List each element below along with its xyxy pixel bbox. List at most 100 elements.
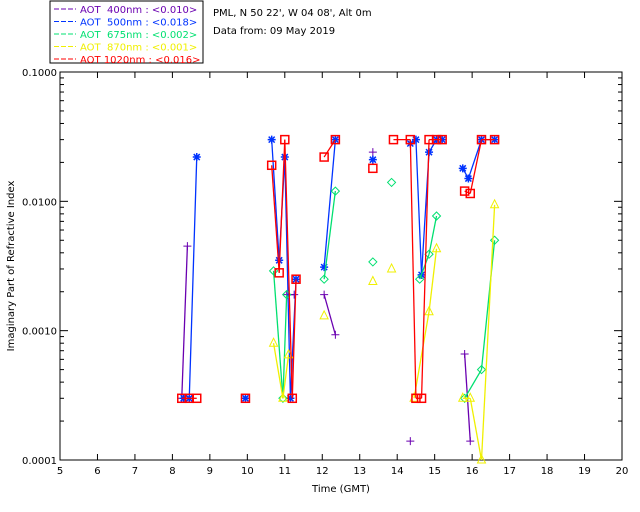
x-tick-label: 19 — [578, 466, 591, 477]
legend-entry: AOT 400nm : <0.010> — [80, 5, 197, 16]
square-marker — [291, 274, 301, 284]
series-line-segment — [278, 139, 286, 273]
star-marker — [267, 135, 276, 144]
series-line-segment — [419, 253, 430, 280]
x-tick-label: 17 — [503, 466, 516, 477]
x-tick-label: 18 — [541, 466, 554, 477]
square-marker — [240, 393, 251, 404]
legend-entry: AOT 675nm : <0.002> — [80, 30, 197, 41]
square-marker — [411, 393, 421, 404]
series-line-segment — [323, 139, 337, 268]
square-marker — [465, 188, 476, 199]
plus-marker — [368, 148, 377, 157]
site-label: PML, N 50 22', W 04 08', Alt 0m — [213, 8, 372, 19]
diamond-marker — [368, 257, 378, 267]
series-line-segment — [323, 191, 337, 280]
x-tick-label: 10 — [241, 466, 254, 477]
square-marker — [319, 152, 329, 162]
series-line-segment — [272, 270, 284, 399]
star-marker — [368, 155, 377, 164]
x-tick-label: 12 — [316, 466, 329, 477]
square-marker — [459, 186, 470, 196]
square-marker — [437, 134, 447, 145]
series-line-segment — [291, 279, 297, 399]
triangle-marker — [476, 453, 487, 464]
plus-marker — [331, 330, 340, 339]
square-marker — [368, 163, 378, 174]
series-line-segment — [282, 294, 288, 399]
series-line-segment — [464, 190, 471, 195]
y-tick-label: 0.0010 — [22, 327, 57, 338]
diamond-marker — [489, 235, 500, 245]
series-1 — [179, 135, 499, 403]
x-axis-label: Time (GMT) — [311, 484, 370, 495]
legend: AOT 400nm : <0.010>AOT 500nm : <0.018>AO… — [54, 5, 200, 66]
series-line-segment — [271, 139, 280, 261]
plus-marker — [183, 242, 192, 251]
series-line-segment — [323, 294, 337, 335]
marks — [177, 134, 500, 464]
square-marker — [280, 134, 290, 145]
square-marker — [287, 393, 298, 404]
square-marker — [274, 268, 284, 278]
series-line-segment — [181, 246, 189, 399]
series-line-segment — [415, 139, 423, 275]
diamond-marker — [414, 274, 425, 284]
square-marker — [476, 134, 487, 145]
series-2 — [268, 177, 500, 403]
triangle-marker — [465, 392, 476, 402]
triangle-marker — [457, 392, 468, 402]
x-tick-label: 20 — [616, 466, 629, 477]
triangle-marker — [431, 242, 442, 253]
square-marker — [416, 393, 427, 404]
x-tick-label: 9 — [207, 466, 213, 477]
diamond-marker — [319, 274, 329, 284]
square-marker — [431, 134, 442, 145]
y-tick-label: 0.1000 — [22, 68, 57, 79]
diamond-marker — [386, 177, 397, 188]
square-marker — [388, 134, 399, 145]
x-tick-label: 15 — [428, 466, 441, 477]
diamond-marker — [431, 211, 442, 221]
star-marker — [464, 174, 473, 183]
star-marker — [458, 164, 467, 173]
date-label: Data from: 09 May 2019 — [213, 26, 335, 37]
plus-marker — [290, 290, 299, 299]
y-axis-label: Imaginary Part of Refractive Index — [6, 181, 17, 352]
plot-frame — [59, 71, 623, 461]
triangle-marker — [386, 262, 397, 273]
x-tick-label: 13 — [353, 466, 366, 477]
series-line-segment — [272, 343, 284, 399]
diamond-marker — [476, 364, 487, 375]
series-line-segment — [409, 139, 417, 399]
axes: 5 6 7 8 9 10 11 12 13 14 15 16 17 18 19 20 0.1000 0.0100 0… — [22, 68, 628, 477]
series-line-segment — [284, 139, 293, 399]
series-line-segment — [480, 240, 496, 370]
diamond-marker — [330, 186, 341, 196]
y-tick-label: 0.0001 — [22, 456, 57, 467]
series-line-segment — [413, 311, 430, 399]
series-line-segment — [420, 139, 430, 399]
x-tick-label: 14 — [391, 466, 404, 477]
x-tick-label: 6 — [94, 466, 100, 477]
x-tick-label: 7 — [132, 466, 138, 477]
plus-marker — [466, 437, 475, 446]
series-line-segment — [323, 139, 336, 158]
series-line-segment — [467, 139, 483, 179]
star-marker — [411, 135, 420, 144]
series-line-segment — [464, 369, 483, 399]
x-tick-label: 16 — [466, 466, 479, 477]
legend-entry: AOT 1020nm : <0.016> — [80, 55, 200, 66]
plus-marker — [320, 290, 329, 299]
square-marker — [192, 393, 202, 404]
series-line-segment — [469, 398, 483, 461]
series-line-segment — [480, 204, 496, 461]
triangle-marker — [489, 198, 500, 209]
diamond-marker — [459, 393, 470, 403]
legend-entry: AOT 870nm : <0.001> — [80, 43, 197, 54]
star-marker — [320, 263, 329, 272]
square-marker — [489, 134, 500, 145]
x-tick-label: 5 — [57, 466, 63, 477]
